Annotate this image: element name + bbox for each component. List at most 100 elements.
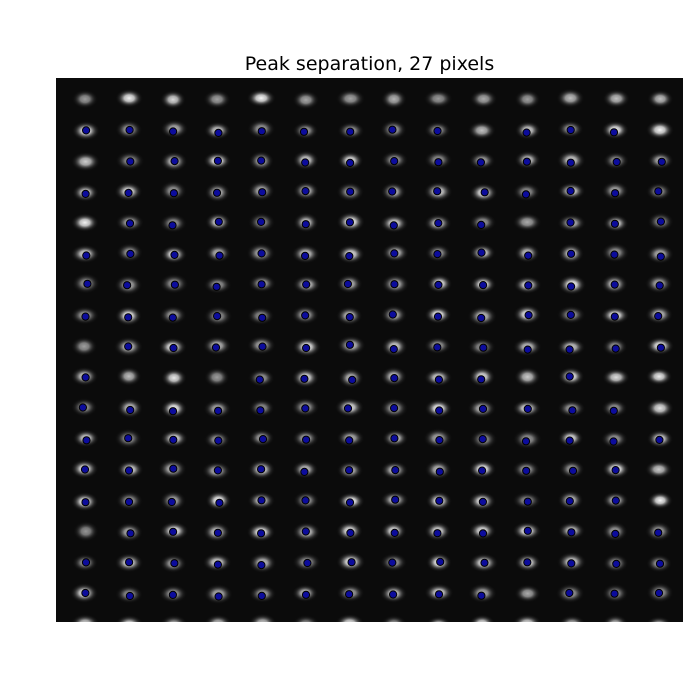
peak-marker xyxy=(656,217,666,226)
peak-marker xyxy=(257,561,266,570)
peak-marker xyxy=(81,312,90,321)
peak-marker xyxy=(303,558,312,568)
lattice-spot xyxy=(646,89,674,109)
peak-marker xyxy=(301,590,311,599)
peak-marker xyxy=(391,495,400,504)
peak-marker xyxy=(170,157,179,166)
lattice-spot xyxy=(72,520,99,542)
lattice-spot xyxy=(690,398,700,418)
peak-marker xyxy=(81,558,91,567)
peak-marker xyxy=(214,128,223,137)
peak-marker xyxy=(390,528,399,538)
peak-marker xyxy=(123,281,132,290)
peak-marker xyxy=(124,313,133,322)
lattice-spot xyxy=(602,88,631,109)
peak-marker xyxy=(126,157,135,166)
peak-marker xyxy=(567,528,576,537)
peak-marker xyxy=(167,497,176,507)
peak-marker xyxy=(125,219,135,228)
lattice-spot xyxy=(690,615,700,634)
lattice-spot xyxy=(691,490,700,510)
lattice-spot xyxy=(426,616,451,622)
peak-marker xyxy=(610,312,619,321)
peak-marker xyxy=(434,158,443,167)
peak-marker xyxy=(523,526,532,535)
peak-marker xyxy=(435,436,444,445)
peak-marker xyxy=(566,218,575,227)
peak-marker xyxy=(124,188,133,197)
peak-marker xyxy=(565,436,574,445)
lattice-spot xyxy=(514,584,542,603)
peak-marker xyxy=(433,250,442,259)
peak-marker xyxy=(611,496,620,505)
peak-marker xyxy=(346,528,355,538)
lattice-spot xyxy=(71,89,99,109)
lattice-spot xyxy=(203,367,230,388)
peak-marker xyxy=(654,588,664,598)
peak-marker xyxy=(390,249,399,258)
peak-marker xyxy=(478,529,488,538)
peak-marker xyxy=(435,496,444,505)
peak-marker xyxy=(568,406,577,415)
lattice-spot xyxy=(292,90,320,110)
peak-marker xyxy=(565,345,574,354)
lattice-spot xyxy=(601,368,631,387)
peak-marker xyxy=(126,249,135,258)
peak-marker xyxy=(169,527,178,536)
peak-marker xyxy=(523,558,532,567)
peak-markers xyxy=(78,125,666,601)
lattice-spot xyxy=(514,89,541,110)
lattice-spot xyxy=(203,89,232,110)
lattice-spot xyxy=(335,88,366,109)
peak-marker xyxy=(612,157,621,167)
peak-marker xyxy=(257,280,266,289)
lattice-spot xyxy=(115,88,144,108)
lattice-spot xyxy=(689,367,700,386)
peak-marker xyxy=(433,187,442,196)
peak-marker xyxy=(610,219,620,228)
lattice-spot xyxy=(645,120,675,140)
peak-marker xyxy=(388,558,397,567)
peak-marker xyxy=(81,498,90,507)
peak-marker xyxy=(301,187,310,196)
peak-marker xyxy=(168,221,177,230)
peak-marker xyxy=(565,372,574,381)
peak-marker xyxy=(81,373,90,382)
lattice-spot xyxy=(423,89,454,109)
peak-marker xyxy=(258,313,267,322)
peak-marker xyxy=(654,187,663,196)
peak-marker xyxy=(215,498,224,507)
peak-marker xyxy=(212,188,222,197)
peak-marker xyxy=(345,436,354,445)
peak-marker xyxy=(125,125,134,135)
peak-marker xyxy=(611,529,620,539)
peak-marker xyxy=(565,497,574,506)
peak-marker xyxy=(388,187,397,196)
peak-marker xyxy=(301,158,310,167)
lattice-spot xyxy=(246,88,277,108)
peak-marker xyxy=(258,342,267,351)
peak-marker xyxy=(523,345,532,354)
peak-marker xyxy=(478,435,487,444)
lattice-spot xyxy=(689,584,700,603)
peak-marker xyxy=(657,157,666,166)
peak-marker xyxy=(565,588,574,598)
peak-marker xyxy=(345,498,355,507)
peak-marker xyxy=(346,158,355,167)
peak-marker xyxy=(257,217,266,226)
peak-marker xyxy=(567,282,576,291)
peak-marker xyxy=(343,404,353,413)
peak-marker xyxy=(610,250,619,259)
lattice-spot xyxy=(159,89,187,110)
peak-marker xyxy=(656,343,666,352)
peak-marker xyxy=(257,591,266,601)
lattice-spot xyxy=(334,613,365,622)
lattice-spot xyxy=(691,554,700,573)
peak-marker xyxy=(522,466,531,475)
peak-marker xyxy=(124,342,133,351)
peak-marker xyxy=(348,375,357,384)
peak-marker xyxy=(391,466,400,475)
peak-marker xyxy=(82,126,91,135)
peak-marker xyxy=(302,343,311,353)
peak-marker xyxy=(301,404,310,413)
